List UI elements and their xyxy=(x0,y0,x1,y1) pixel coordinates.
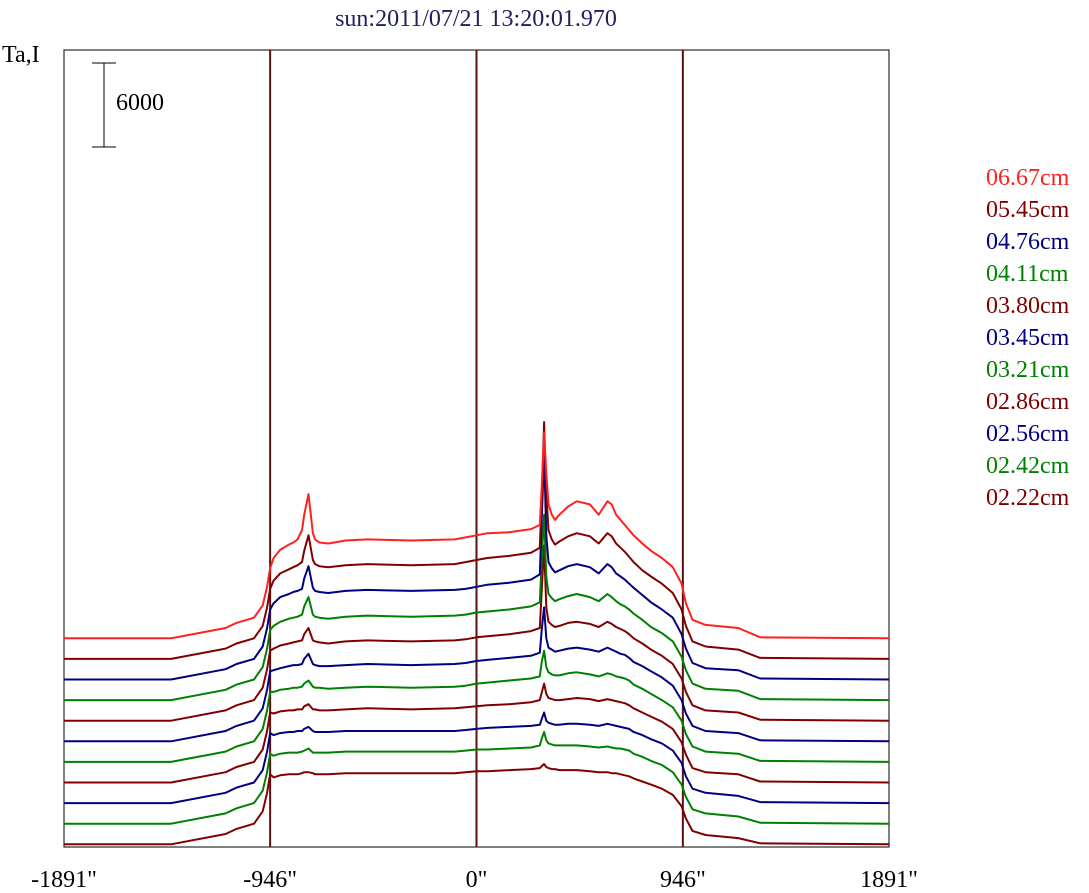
legend-item-02.22cm: 02.22cm xyxy=(986,485,1070,511)
legend-item-02.86cm: 02.86cm xyxy=(986,389,1070,415)
legend-item-02.56cm: 02.56cm xyxy=(986,421,1070,447)
legend-item-04.76cm: 04.76cm xyxy=(986,229,1070,255)
series-line-06.67cm xyxy=(64,431,890,640)
legend-item-03.80cm: 03.80cm xyxy=(986,293,1070,319)
legend-item-03.45cm: 03.45cm xyxy=(986,325,1070,351)
series-line-02.42cm xyxy=(64,731,890,825)
legend-item-03.21cm: 03.21cm xyxy=(986,357,1070,383)
series-line-04.76cm xyxy=(64,451,890,681)
series-line-03.21cm xyxy=(64,649,890,763)
x-tick-label-0: -1891" xyxy=(31,867,97,893)
chart-title: sun:2011/07/21 13:20:01.970 xyxy=(335,6,617,32)
series-line-03.45cm xyxy=(64,606,890,743)
scale-bar-label: 6000 xyxy=(116,90,164,116)
series-line-02.22cm xyxy=(64,763,890,846)
legend-item-04.11cm: 04.11cm xyxy=(986,261,1069,287)
scale-bar: 6000 xyxy=(92,62,164,148)
x-tick-labels: -1891" -946" 0" 946" 1891" xyxy=(31,867,918,893)
y-axis-label: Ta,I xyxy=(2,42,40,68)
x-tick-label-2: 0" xyxy=(466,867,488,893)
x-tick-label-3: 946" xyxy=(660,867,706,893)
series-line-03.80cm xyxy=(64,544,890,722)
series-line-02.86cm xyxy=(64,682,890,784)
legend-item-06.67cm: 06.67cm xyxy=(986,165,1070,191)
series-line-05.45cm xyxy=(64,421,890,660)
legend-item-02.42cm: 02.42cm xyxy=(986,453,1070,479)
series-line-02.56cm xyxy=(64,711,890,805)
x-tick-label-1: -946" xyxy=(243,867,297,893)
series-lines xyxy=(64,421,890,846)
x-tick-label-4: 1891" xyxy=(860,867,918,893)
legend-item-05.45cm: 05.45cm xyxy=(986,197,1070,223)
series-line-04.11cm xyxy=(64,513,890,702)
legend: 06.67cm 05.45cm 04.76cm 04.11cm 03.80cm 03.45… xyxy=(986,165,1070,511)
